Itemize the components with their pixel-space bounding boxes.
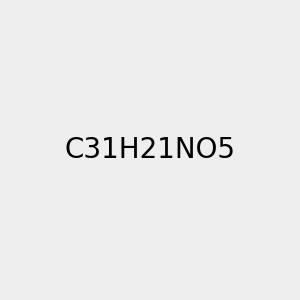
- Text: C31H21NO5: C31H21NO5: [64, 136, 236, 164]
